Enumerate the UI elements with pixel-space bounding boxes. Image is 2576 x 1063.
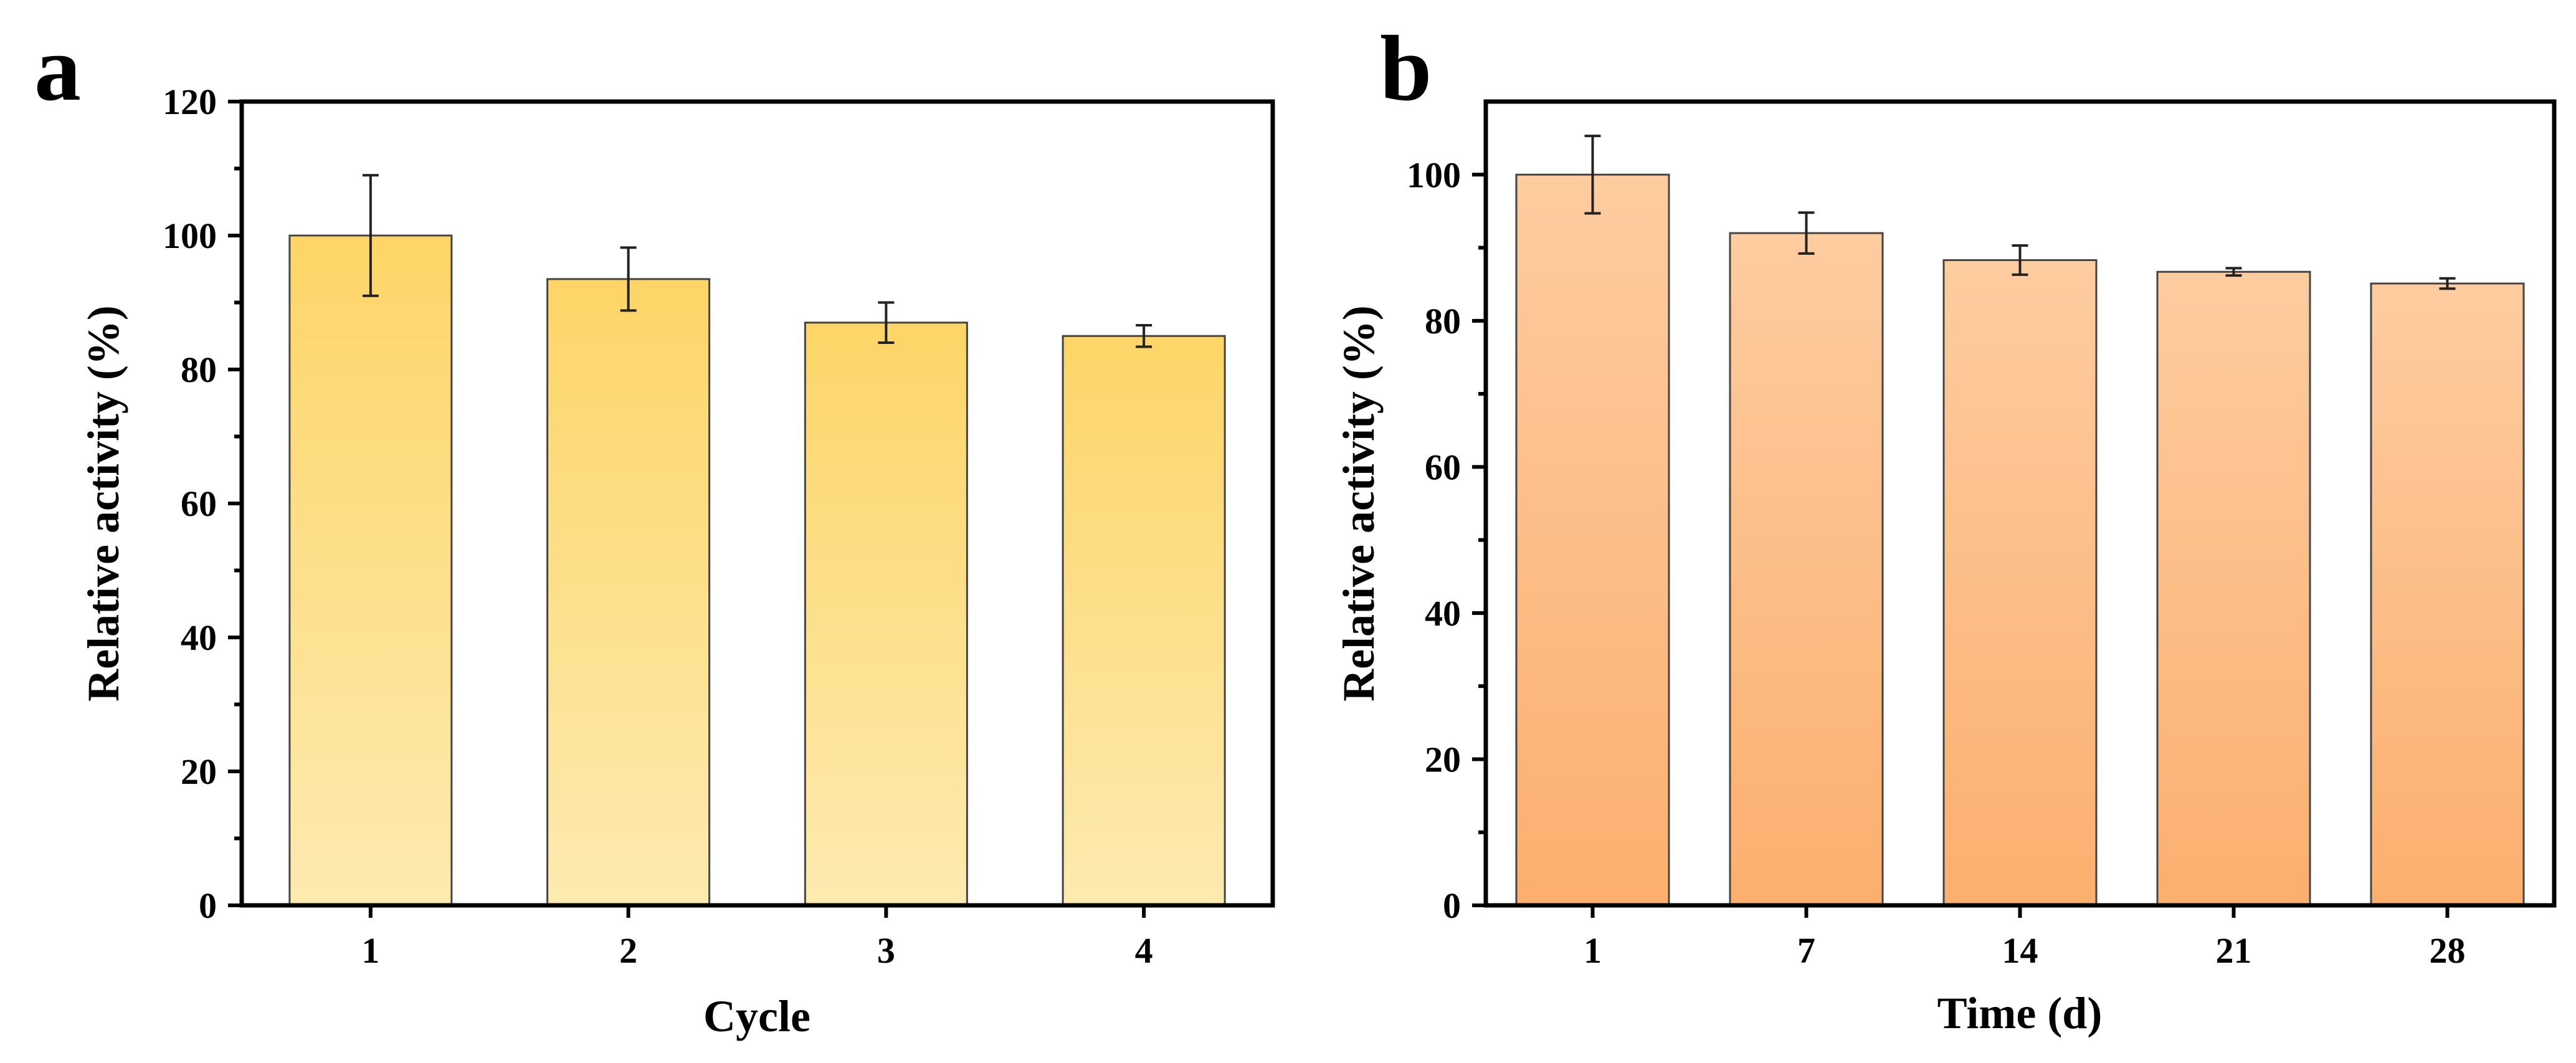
y-tick-label-120: 120 — [163, 82, 217, 122]
y-tick-label-100: 100 — [163, 216, 217, 256]
x-tick-label-14: 14 — [2002, 930, 2038, 971]
bar-14 — [1942, 259, 2098, 907]
panel-b-xlabel: Time (d) — [1937, 988, 2103, 1038]
y-tick-label-0: 0 — [1443, 885, 1461, 926]
y-tick-label-0: 0 — [199, 885, 217, 926]
bar-7 — [1729, 232, 1884, 907]
y-tick-label-20: 20 — [181, 751, 217, 792]
bar-4 — [1062, 335, 1226, 907]
y-tick-label-40: 40 — [1425, 593, 1461, 634]
y-tick-label-80: 80 — [1425, 301, 1461, 341]
x-tick-label-2: 2 — [619, 930, 637, 971]
x-tick-label-4: 4 — [1135, 930, 1153, 971]
bar-3 — [804, 322, 968, 907]
panel-b-ylabel: Relative activity (%) — [1334, 305, 1384, 702]
bar-2 — [546, 278, 711, 907]
x-tick-label-1: 1 — [1584, 930, 1602, 971]
y-tick-label-20: 20 — [1425, 739, 1461, 779]
y-tick-label-60: 60 — [181, 484, 217, 524]
x-tick-label-21: 21 — [2216, 930, 2252, 971]
panel-b-marks: 1 7 14 21 28 0 20 40 60 80 100 — [1407, 135, 2525, 971]
panel-a-ylabel: Relative activity (%) — [78, 305, 128, 702]
y-tick-label-60: 60 — [1425, 447, 1461, 487]
x-tick-label-28: 28 — [2430, 930, 2466, 971]
x-tick-label-7: 7 — [1797, 930, 1815, 971]
bar-28 — [2370, 282, 2525, 907]
panel-letter-a: a — [34, 17, 81, 120]
y-tick-label-40: 40 — [181, 617, 217, 658]
panel-letter-b: b — [1380, 17, 1432, 120]
panel-a-xlabel: Cycle — [703, 991, 810, 1041]
bar-21 — [2156, 270, 2311, 907]
bar-1 — [1515, 173, 1670, 907]
y-tick-label-100: 100 — [1407, 155, 1461, 195]
y-tick-label-80: 80 — [181, 350, 217, 390]
bar-1 — [288, 234, 453, 907]
x-tick-label-1: 1 — [361, 930, 379, 971]
x-tick-label-3: 3 — [877, 930, 895, 971]
panel-a-frame — [239, 99, 1275, 908]
panel-b-frame — [1483, 99, 2557, 908]
panel-b: b 1 7 14 21 28 0 20 40 60 80 100 Time (d) Relative… — [1334, 17, 2557, 1038]
